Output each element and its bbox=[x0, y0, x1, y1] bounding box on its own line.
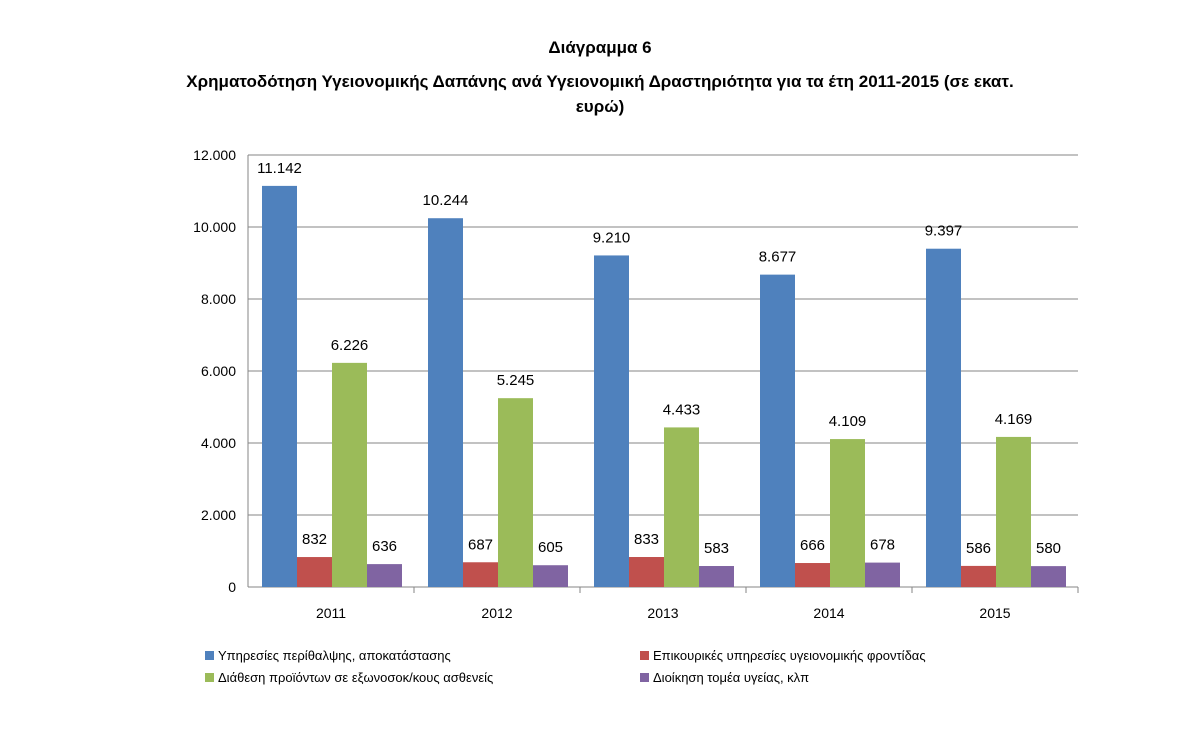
data-label: 11.142 bbox=[257, 160, 302, 177]
legend-swatch bbox=[205, 651, 214, 660]
bar-3 bbox=[865, 562, 900, 587]
legend-item-1: Επικουρικές υπηρεσίες υγειονομικής φροντ… bbox=[640, 648, 926, 663]
y-tick-label: 0 bbox=[228, 579, 236, 595]
chart-title: Διάγραμμα 6 bbox=[548, 38, 652, 57]
data-label: 580 bbox=[1036, 540, 1061, 557]
bar-0 bbox=[594, 255, 629, 587]
data-label: 4.109 bbox=[829, 413, 867, 430]
bar-3 bbox=[1031, 566, 1066, 587]
y-tick-label: 2.000 bbox=[201, 507, 236, 523]
bar-2 bbox=[332, 362, 367, 587]
x-tick-label: 2012 bbox=[481, 605, 512, 621]
data-label: 10.244 bbox=[423, 192, 469, 209]
data-label: 4.433 bbox=[663, 401, 701, 418]
legend-swatch bbox=[640, 651, 649, 660]
legend-item-0: Υπηρεσίες περίθαλψης, αποκατάστασης bbox=[205, 648, 451, 663]
data-label: 666 bbox=[800, 537, 825, 554]
bar-3 bbox=[367, 564, 402, 587]
legend-label: Διάθεση προϊόντων σε εξωνοσοκ/κους ασθεν… bbox=[218, 670, 494, 685]
bar-0 bbox=[760, 274, 795, 587]
x-tick-label: 2014 bbox=[813, 605, 844, 621]
legend-label: Διοίκηση τομέα υγείας, κλπ bbox=[653, 670, 810, 685]
legend-swatch bbox=[640, 673, 649, 682]
x-tick-label: 2015 bbox=[979, 605, 1010, 621]
x-tick-label: 2013 bbox=[647, 605, 678, 621]
chart-subtitle: Χρηματοδότηση Υγειονομικής Δαπάνης ανά Υ… bbox=[186, 72, 1014, 91]
data-label: 687 bbox=[468, 536, 493, 553]
y-tick-label: 4.000 bbox=[201, 435, 236, 451]
y-tick-label: 8.000 bbox=[201, 291, 236, 307]
bar-1 bbox=[463, 562, 498, 587]
data-label: 833 bbox=[634, 531, 659, 548]
x-tick-label: 2011 bbox=[316, 605, 346, 621]
bar-1 bbox=[795, 563, 830, 587]
data-label: 636 bbox=[372, 538, 397, 555]
bar-3 bbox=[699, 566, 734, 587]
bar-1 bbox=[961, 565, 996, 587]
bar-1 bbox=[297, 557, 332, 587]
legend-item-3: Διοίκηση τομέα υγείας, κλπ bbox=[640, 670, 809, 685]
y-tick-label: 10.000 bbox=[193, 219, 236, 235]
data-label: 4.169 bbox=[995, 411, 1033, 428]
data-label: 9.397 bbox=[925, 223, 963, 240]
bar-2 bbox=[830, 439, 865, 587]
data-label: 583 bbox=[704, 540, 729, 557]
legend-item-2: Διάθεση προϊόντων σε εξωνοσοκ/κους ασθεν… bbox=[205, 670, 493, 685]
bar-0 bbox=[262, 185, 297, 587]
y-tick-label: 6.000 bbox=[201, 363, 236, 379]
data-label: 5.245 bbox=[497, 372, 535, 389]
legend-label: Υπηρεσίες περίθαλψης, αποκατάστασης bbox=[218, 648, 451, 663]
data-label: 586 bbox=[966, 540, 991, 557]
bar-2 bbox=[498, 398, 533, 587]
data-label: 8.677 bbox=[759, 249, 797, 266]
chart-subtitle-line2: ευρώ) bbox=[575, 97, 625, 116]
bar-3 bbox=[533, 565, 568, 587]
legend-swatch bbox=[205, 673, 214, 682]
bar-2 bbox=[664, 427, 699, 587]
data-label: 605 bbox=[538, 539, 563, 556]
data-label: 6.226 bbox=[331, 337, 369, 354]
bar-2 bbox=[996, 436, 1031, 587]
bar-0 bbox=[926, 248, 961, 587]
y-tick-label: 12.000 bbox=[193, 147, 236, 163]
data-label: 9.210 bbox=[593, 229, 631, 246]
data-label: 832 bbox=[302, 531, 327, 548]
data-label: 678 bbox=[870, 537, 895, 554]
bar-1 bbox=[629, 557, 664, 587]
bar-0 bbox=[428, 218, 463, 587]
legend-label: Επικουρικές υπηρεσίες υγειονομικής φροντ… bbox=[653, 648, 926, 663]
